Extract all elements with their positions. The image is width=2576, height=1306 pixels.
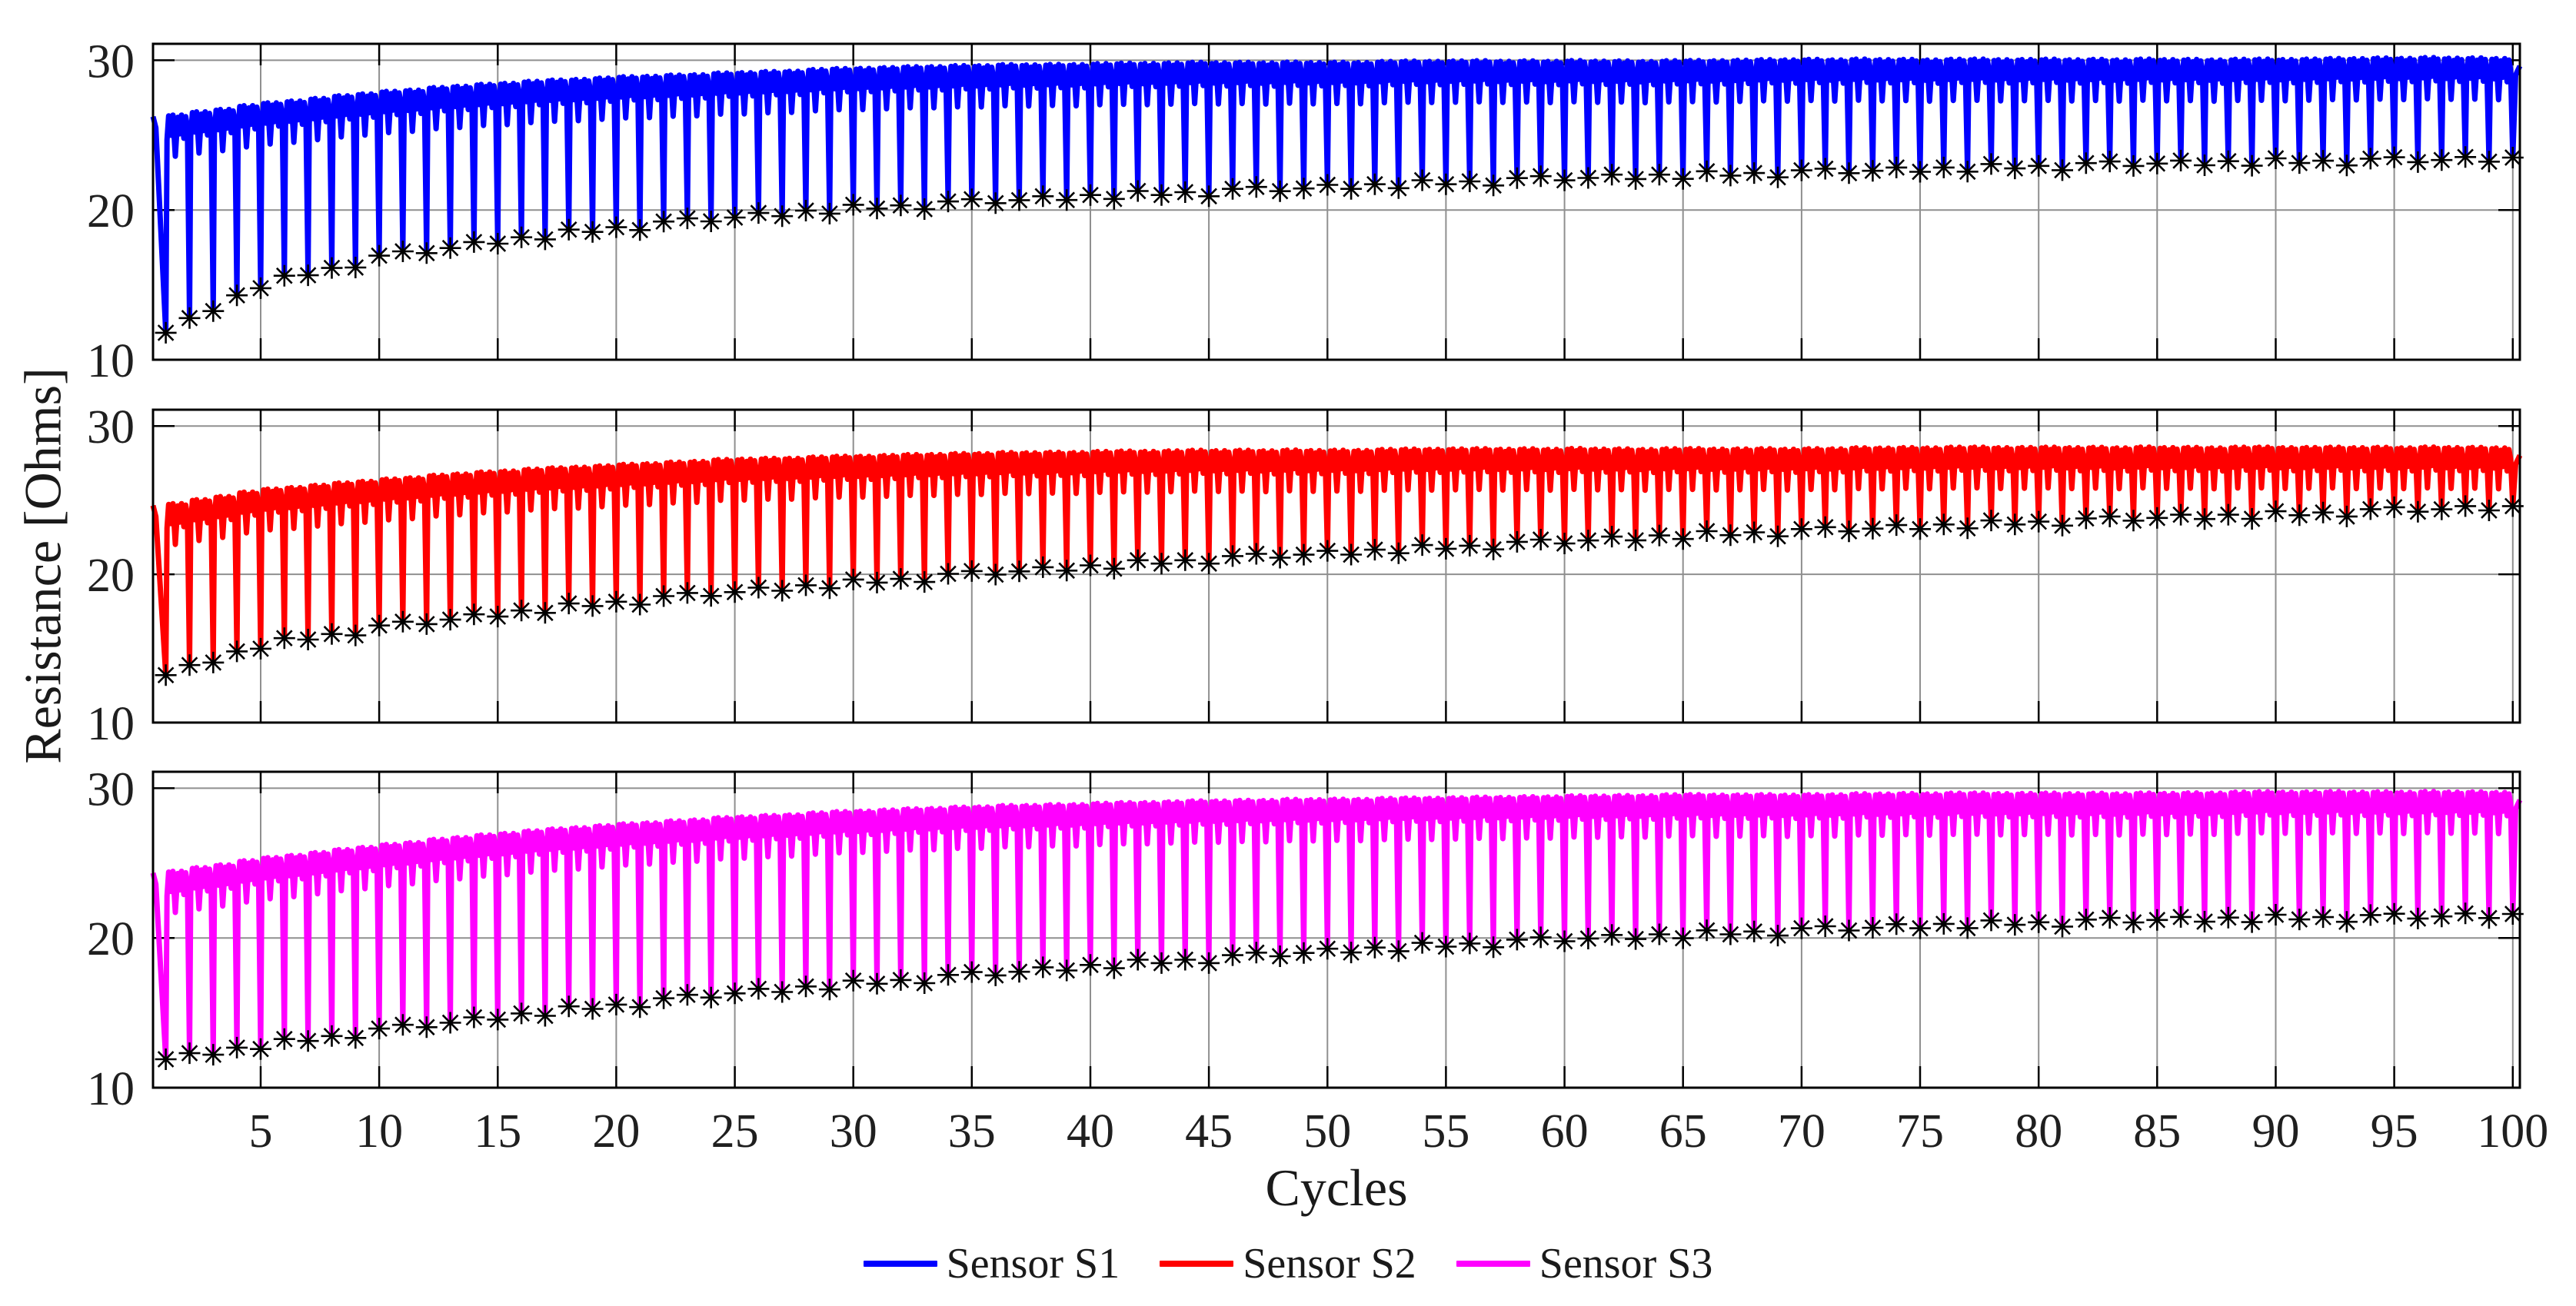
legend: Sensor S1 Sensor S2 Sensor S3 <box>0 1239 2576 1288</box>
x-tick-label: 65 <box>1659 1105 1707 1158</box>
x-tick-label: 55 <box>1422 1105 1469 1158</box>
tick-marks-subplot-1 <box>153 44 2520 361</box>
x-tick-label: 15 <box>474 1105 521 1158</box>
legend-line-swatch-s1 <box>863 1261 937 1267</box>
x-tick-label: 35 <box>948 1105 996 1158</box>
x-tick-label: 100 <box>2477 1105 2548 1158</box>
legend-entry-s3: Sensor S3 <box>1456 1239 1713 1288</box>
x-tick-label: 20 <box>592 1105 640 1158</box>
tick-marks-subplot-2 <box>153 410 2520 724</box>
series-line-sensor-s3 <box>150 789 2523 1062</box>
series-line-sensor-s2 <box>150 444 2523 678</box>
subplot-1: 10 20 30 <box>87 35 2524 387</box>
x-tick-label: 25 <box>711 1105 759 1158</box>
x-axis-label: Cycles <box>1265 1158 1408 1217</box>
subplot-3: 10 20 30 <box>87 763 2524 1115</box>
x-tick-label: 30 <box>830 1105 877 1158</box>
y-tick-labels-subplot-3: 10 20 30 <box>87 763 135 1115</box>
y-tick-label: 20 <box>87 550 135 602</box>
x-tick-label: 5 <box>249 1105 273 1158</box>
y-tick-label: 10 <box>87 335 135 387</box>
y-tick-label: 30 <box>87 763 135 816</box>
series-line-sensor-s1 <box>150 55 2523 336</box>
subplot-2: 10 20 30 <box>87 401 2524 750</box>
x-tick-label: 45 <box>1185 1105 1233 1158</box>
x-tick-label: 40 <box>1067 1105 1114 1158</box>
y-tick-label: 20 <box>87 913 135 965</box>
legend-line-swatch-s3 <box>1456 1261 1530 1267</box>
x-tick-labels: 5 10 15 20 25 30 35 40 45 50 55 60 65 70 75 80 85 90 95 100 <box>249 1105 2549 1158</box>
x-tick-label: 75 <box>1896 1105 1944 1158</box>
minima-markers-sensor-s2 <box>155 495 2524 686</box>
x-tick-label: 95 <box>2371 1105 2418 1158</box>
y-tick-label: 10 <box>87 1063 135 1115</box>
x-tick-label: 10 <box>355 1105 403 1158</box>
x-tick-label: 60 <box>1541 1105 1589 1158</box>
legend-label-s1: Sensor S1 <box>946 1240 1120 1288</box>
y-tick-labels-subplot-2: 10 20 30 <box>87 401 135 750</box>
plot-box-3 <box>151 770 2521 1089</box>
legend-label-s2: Sensor S2 <box>1243 1240 1416 1288</box>
legend-line-swatch-s2 <box>1160 1261 1234 1267</box>
y-tick-labels-subplot-1: 10 20 30 <box>87 35 135 387</box>
x-tick-label: 80 <box>2015 1105 2062 1158</box>
y-tick-label: 10 <box>87 698 135 750</box>
x-tick-label: 70 <box>1778 1105 1825 1158</box>
y-tick-label: 30 <box>87 35 135 88</box>
y-tick-label: 30 <box>87 401 135 454</box>
legend-label-s3: Sensor S3 <box>1539 1240 1713 1288</box>
x-tick-label: 50 <box>1303 1105 1351 1158</box>
minima-markers-sensor-s3 <box>155 902 2524 1070</box>
legend-entry-s1: Sensor S1 <box>863 1239 1120 1288</box>
plot-box-2 <box>151 408 2521 724</box>
x-tick-label: 90 <box>2252 1105 2300 1158</box>
legend-entry-s2: Sensor S2 <box>1160 1239 1416 1288</box>
plot-box-1 <box>151 42 2521 361</box>
minima-markers-sensor-s1 <box>155 146 2524 344</box>
y-tick-label: 20 <box>87 185 135 238</box>
y-axis-label: Resistance [Ohms] <box>13 367 72 764</box>
x-tick-label: 85 <box>2133 1105 2181 1158</box>
